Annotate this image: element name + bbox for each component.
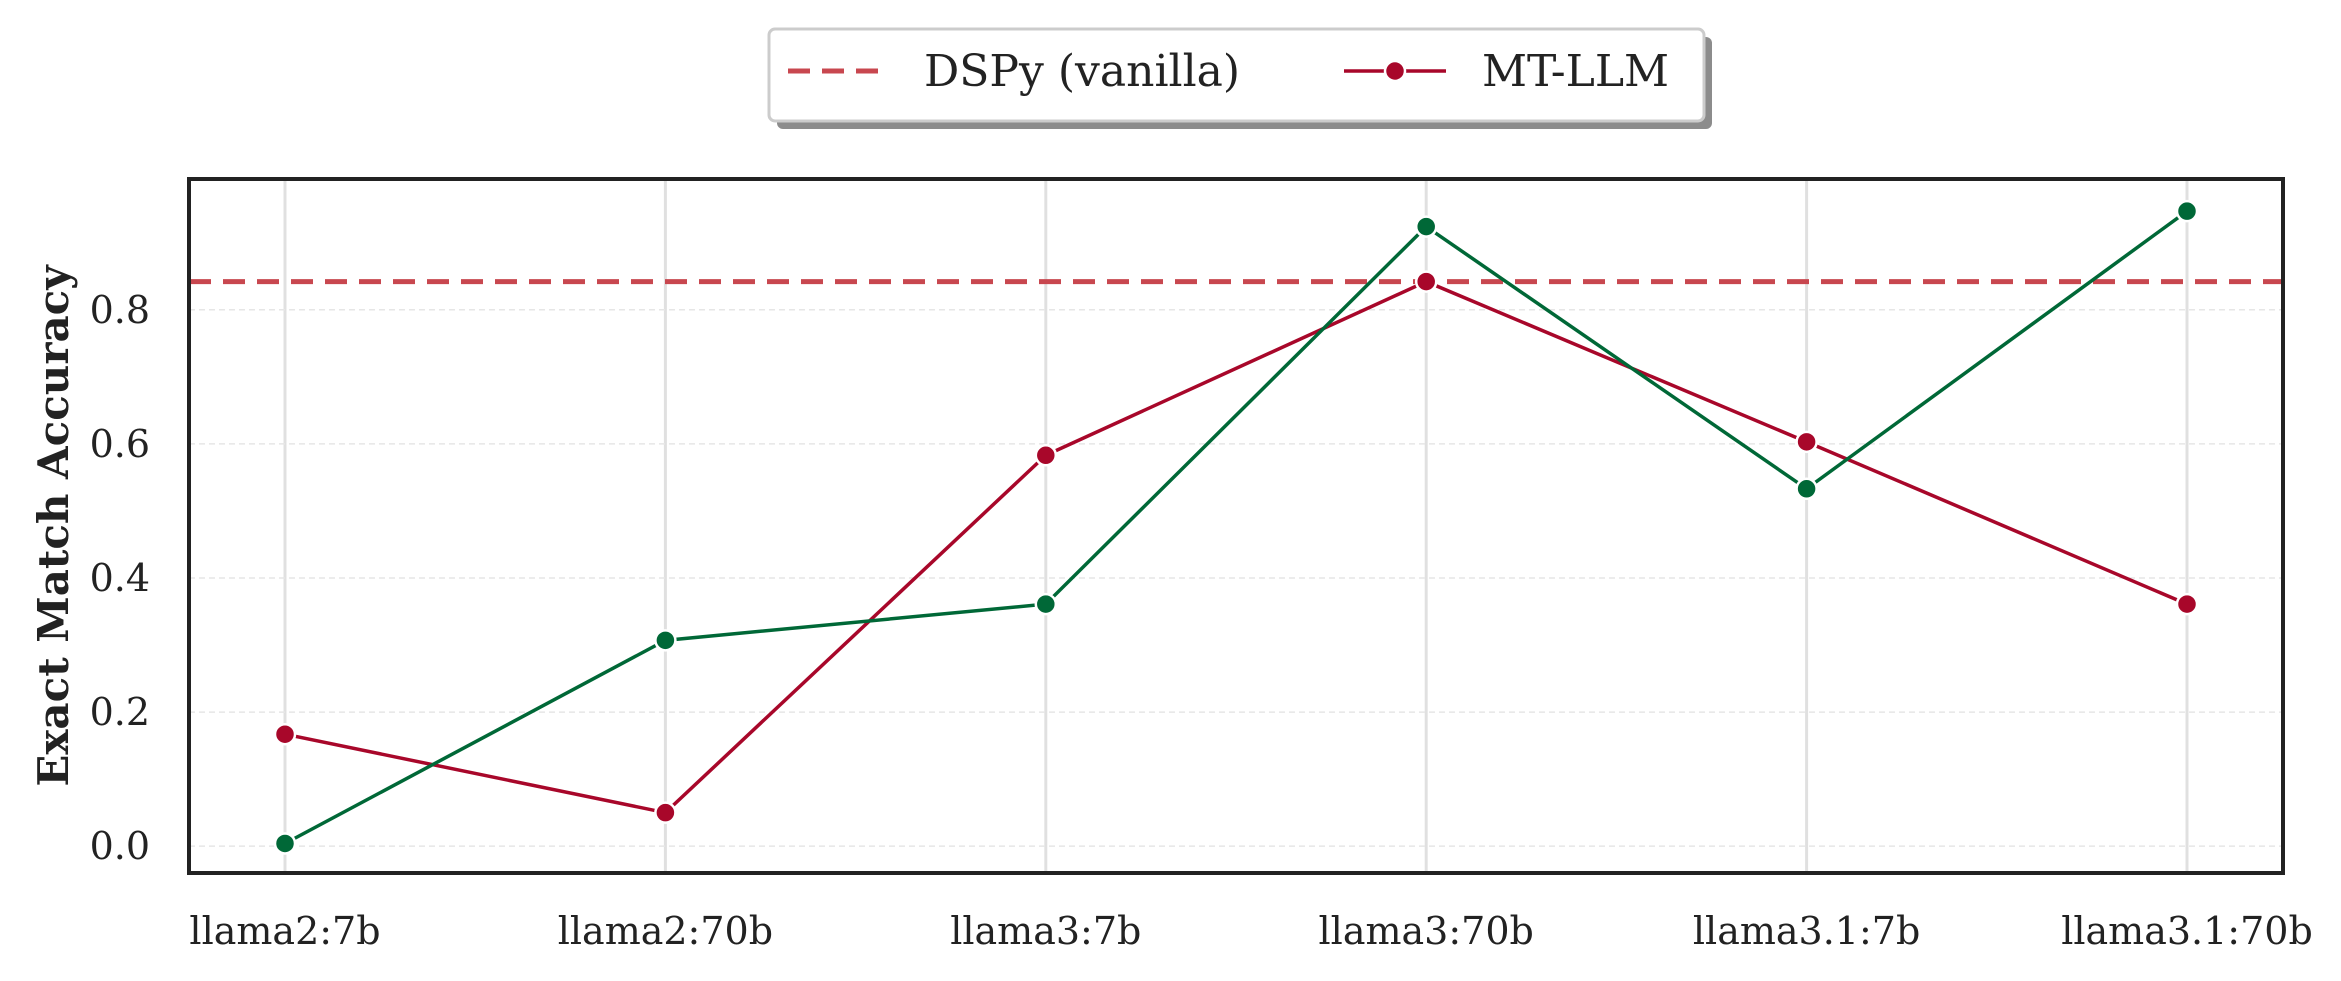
mt-llm-point: [1414, 270, 1438, 293]
x-tick-label: llama3:70b: [1319, 909, 1534, 953]
mt-llm-point: [1795, 430, 1818, 454]
series-2-line: [284, 209, 2189, 846]
y-axis-title: Exact Match Accuracy: [29, 264, 78, 787]
legend: DSPy (vanilla) MT-LLM: [767, 27, 1712, 129]
plot-frame: [187, 177, 2285, 875]
y-tick-label: 0.0: [90, 824, 150, 868]
x-tick-label: llama3.1:7b: [1693, 909, 1920, 953]
y-tick-label: 0.4: [90, 556, 150, 600]
mt-llm-point: [2175, 592, 2199, 616]
mt-llm-point: [654, 801, 677, 824]
mt-llm-line: [284, 279, 2188, 815]
x-tick-label: llama2:7b: [189, 909, 380, 953]
series-2-point: [2175, 199, 2199, 223]
series-2-point: [1414, 215, 1438, 238]
x-tick-label: llama2:70b: [558, 909, 773, 953]
mt-llm-point: [273, 722, 297, 746]
mt-llm-point: [1034, 444, 1058, 467]
series-2-point: [654, 629, 677, 652]
legend-dspy-label: DSPy (vanilla): [924, 46, 1240, 97]
series-2-point: [1034, 592, 1058, 616]
x-tick-labels: llama2:7b llama2:70b llama3:7b llama3:70b ll…: [189, 909, 2312, 953]
series: [273, 199, 2199, 855]
legend-mt-llm-label: MT-LLM: [1482, 46, 1669, 97]
legend-box: [767, 27, 1706, 123]
y-tick-label: 0.8: [90, 288, 150, 332]
series-2-point: [1795, 477, 1818, 501]
x-tick-label: llama3:7b: [950, 909, 1141, 953]
y-tick-label: 0.6: [90, 422, 150, 466]
grid: [189, 179, 2283, 873]
x-tick-label: llama3.1:70b: [2061, 909, 2313, 953]
series-2-point: [273, 832, 297, 855]
y-tick-labels: 0.0 0.2 0.4 0.6 0.8: [90, 288, 150, 868]
legend-mt-llm-marker: [1383, 59, 1407, 83]
y-tick-label: 0.2: [90, 690, 150, 734]
